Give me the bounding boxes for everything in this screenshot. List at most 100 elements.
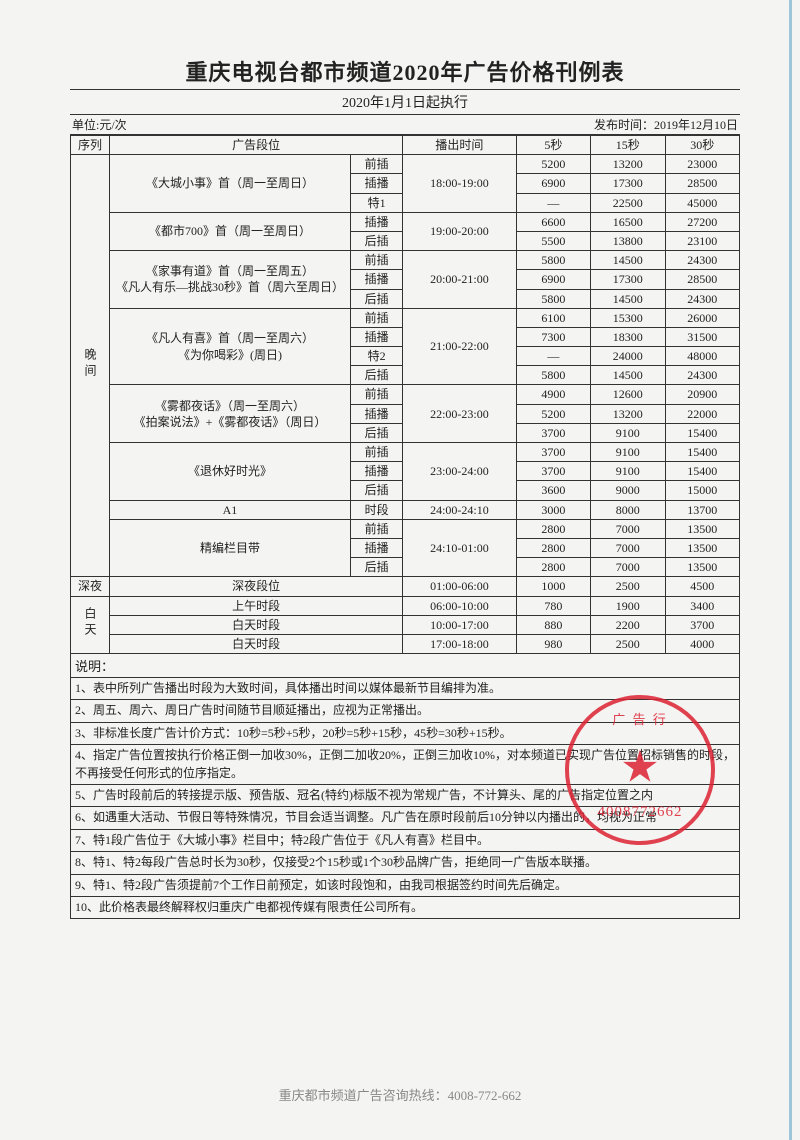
- publish-date: 发布时间：2019年12月10日: [594, 116, 738, 133]
- slot-cell: 前插: [351, 251, 403, 270]
- slot-cell: 插播: [351, 404, 403, 423]
- price-cell: 3600: [516, 481, 590, 500]
- price-cell: 20900: [665, 385, 740, 404]
- airtime-cell: 18:00-19:00: [403, 155, 516, 213]
- price-cell: 31500: [665, 327, 740, 346]
- price-cell: 24300: [665, 251, 740, 270]
- page-title: 重庆电视台都市频道2020年广告价格刊例表: [70, 55, 740, 87]
- price-cell: 2500: [591, 634, 665, 653]
- note-line: 2、周五、周六、周日广告时间随节目顺延播出，应视为正常播出。: [71, 700, 739, 722]
- rate-table: 序列 广告段位 播出时间 5秒 15秒 30秒 晚间《大城小事》首（周一至周日）…: [70, 135, 740, 654]
- note-line: 10、此价格表最终解释权归重庆广电都视传媒有限责任公司所有。: [71, 897, 739, 918]
- slot-cell: 前插: [351, 155, 403, 174]
- slot-cell: 后插: [351, 481, 403, 500]
- price-cell: 7000: [591, 538, 665, 557]
- price-cell: 13800: [591, 231, 665, 250]
- slot-cell: 插播: [351, 212, 403, 231]
- airtime-cell: 23:00-24:00: [403, 443, 516, 501]
- section-label: 白天: [71, 596, 110, 654]
- footer-hotline: 重庆都市频道广告咨询热线：4008-772-662: [0, 1085, 800, 1104]
- price-cell: 13500: [665, 519, 740, 538]
- price-cell: 23000: [665, 155, 740, 174]
- price-cell: 15000: [665, 481, 740, 500]
- airtime-cell: 06:00-10:00: [403, 596, 516, 615]
- document-page: 重庆电视台都市频道2020年广告价格刊例表 2020年1月1日起执行 单位:元/…: [0, 0, 800, 1140]
- price-cell: 9000: [591, 481, 665, 500]
- program-cell: 《家事有道》首（周一至周五）《凡人有乐—挑战30秒》首（周六至周日）: [109, 251, 350, 309]
- slot-cell: 后插: [351, 366, 403, 385]
- price-cell: 780: [516, 596, 590, 615]
- note-line: 9、特1、特2段广告须提前7个工作日前预定，如该时段饱和，由我司根据签约时间先后…: [71, 875, 739, 897]
- price-cell: 2200: [591, 615, 665, 634]
- price-cell: 7300: [516, 327, 590, 346]
- price-cell: 48000: [665, 347, 740, 366]
- table-row: 精编栏目带前插24:10-01:002800700013500: [71, 519, 740, 538]
- program-cell: 《退休好时光》: [109, 443, 350, 501]
- slot-cell: 前插: [351, 308, 403, 327]
- note-line: 7、特1段广告位于《大城小事》栏目中；特2段广告位于《凡人有喜》栏目中。: [71, 830, 739, 852]
- price-cell: 9100: [591, 462, 665, 481]
- slot-cell: 前插: [351, 519, 403, 538]
- price-cell: 17300: [591, 174, 665, 193]
- price-cell: 22000: [665, 404, 740, 423]
- program-cell: 《雾都夜话》（周一至周六）《拍案说法》+《雾都夜话》（周日）: [109, 385, 350, 443]
- slot-cell: 后插: [351, 289, 403, 308]
- program-cell: 《都市700》首（周一至周日）: [109, 212, 350, 250]
- price-cell: 4500: [665, 577, 740, 596]
- unit-label: 单位:元/次: [72, 116, 127, 133]
- price-cell: —: [516, 193, 590, 212]
- slot-cell: 后插: [351, 558, 403, 577]
- slot-cell: 特1: [351, 193, 403, 212]
- price-cell: 13700: [665, 500, 740, 519]
- price-cell: 24300: [665, 289, 740, 308]
- price-cell: 28500: [665, 174, 740, 193]
- slot-cell: 特2: [351, 347, 403, 366]
- price-cell: 5800: [516, 366, 590, 385]
- price-cell: 12600: [591, 385, 665, 404]
- table-row: 晚间《大城小事》首（周一至周日）前插18:00-19:0052001320023…: [71, 155, 740, 174]
- price-cell: 6600: [516, 212, 590, 231]
- note-line: 8、特1、特2每段广告总时长为30秒，仅接受2个15秒或1个30秒品牌广告，拒绝…: [71, 852, 739, 874]
- price-cell: 2800: [516, 538, 590, 557]
- airtime-cell: 24:10-01:00: [403, 519, 516, 577]
- note-line: 6、如遇重大活动、节假日等特殊情况，节目会适当调整。凡广告在原时段前后10分钟以…: [71, 807, 739, 829]
- price-cell: 5200: [516, 155, 590, 174]
- airtime-cell: 22:00-23:00: [403, 385, 516, 443]
- slot-cell: 后插: [351, 423, 403, 442]
- slot-cell: 插播: [351, 327, 403, 346]
- program-cell: 白天时段: [109, 615, 402, 634]
- price-cell: 45000: [665, 193, 740, 212]
- price-cell: 880: [516, 615, 590, 634]
- price-cell: —: [516, 347, 590, 366]
- price-cell: 2500: [591, 577, 665, 596]
- slot-cell: 前插: [351, 385, 403, 404]
- col-30s: 30秒: [665, 136, 740, 155]
- note-line: 5、广告时段前后的转接提示版、预告版、冠名(特约)标版不视为常规广告，不计算头、…: [71, 785, 739, 807]
- table-row: 《家事有道》首（周一至周五）《凡人有乐—挑战30秒》首（周六至周日）前插20:0…: [71, 251, 740, 270]
- program-cell: 《凡人有喜》首（周一至周六）《为你喝彩》(周日): [109, 308, 350, 385]
- col-segment: 广告段位: [109, 136, 402, 155]
- price-cell: 5800: [516, 289, 590, 308]
- price-cell: 18300: [591, 327, 665, 346]
- price-cell: 5500: [516, 231, 590, 250]
- col-15s: 15秒: [591, 136, 665, 155]
- table-row: 《凡人有喜》首（周一至周六）《为你喝彩》(周日)前插21:00-22:00610…: [71, 308, 740, 327]
- price-cell: 13500: [665, 538, 740, 557]
- page-edge: [789, 0, 792, 1140]
- notes-title: 说明：: [70, 654, 740, 678]
- price-cell: 4900: [516, 385, 590, 404]
- effective-date: 2020年1月1日起执行: [70, 89, 740, 115]
- col-5s: 5秒: [516, 136, 590, 155]
- price-cell: 26000: [665, 308, 740, 327]
- col-airtime: 播出时间: [403, 136, 516, 155]
- program-cell: 上午时段: [109, 596, 402, 615]
- price-cell: 3000: [516, 500, 590, 519]
- price-cell: 3700: [665, 615, 740, 634]
- airtime-cell: 21:00-22:00: [403, 308, 516, 385]
- col-seq: 序列: [71, 136, 110, 155]
- table-row: 白天时段10:00-17:0088022003700: [71, 615, 740, 634]
- price-cell: 13200: [591, 404, 665, 423]
- price-cell: 15400: [665, 462, 740, 481]
- table-header-row: 序列 广告段位 播出时间 5秒 15秒 30秒: [71, 136, 740, 155]
- program-cell: 深夜段位: [109, 577, 402, 596]
